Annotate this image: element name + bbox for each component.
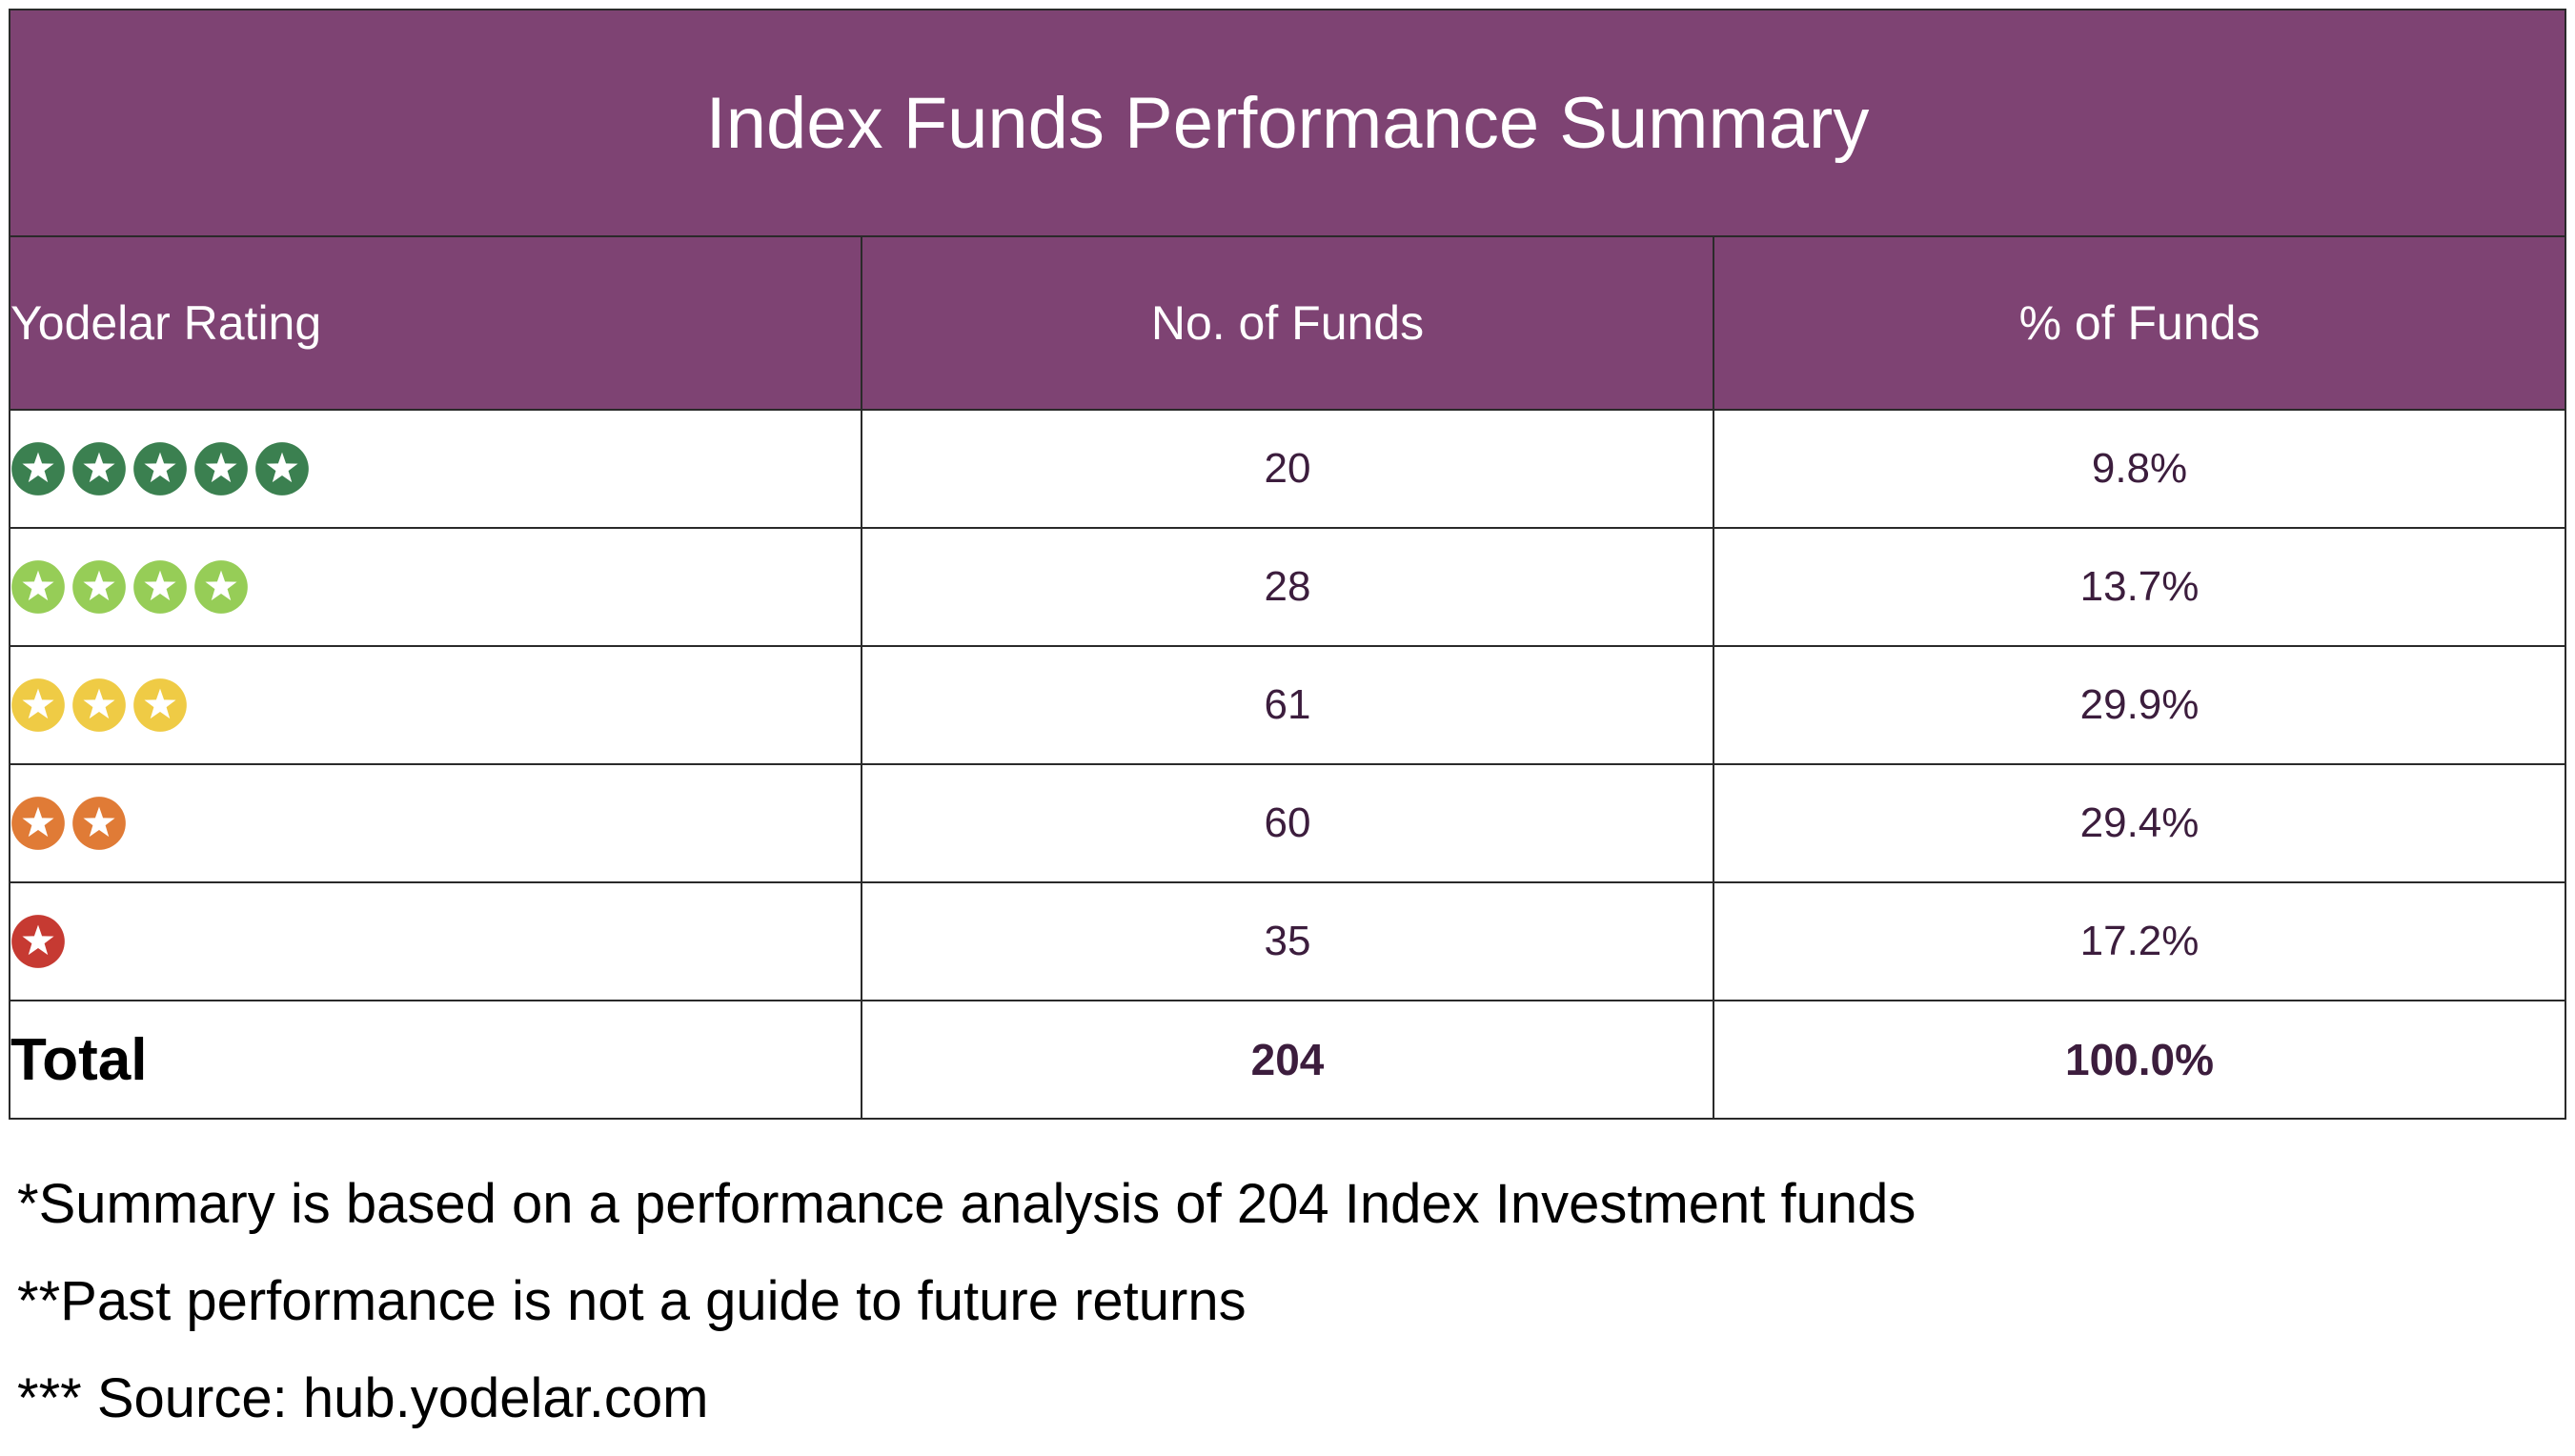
star-badge-icon	[72, 678, 126, 732]
star-badge-icon	[11, 797, 65, 850]
star-rating	[10, 796, 861, 851]
table-body: 20 9.8% 28 13.7% 61 29.9% 60 29.4% 35 17.2% Total…	[9, 409, 2567, 1120]
fund-percent: 17.2%	[1712, 881, 2567, 1001]
fund-count: 20	[861, 409, 1714, 529]
star-badge-icon	[194, 560, 248, 614]
total-label: Total	[9, 1000, 862, 1120]
star-rating	[10, 559, 861, 615]
star-badge-icon	[133, 560, 187, 614]
star-badge-icon	[133, 442, 187, 495]
table-row: 20 9.8%	[9, 409, 2567, 529]
star-badge-icon	[11, 915, 65, 968]
star-badge-icon	[133, 678, 187, 732]
footnote: *Summary is based on a performance analy…	[17, 1173, 1916, 1235]
fund-count: 60	[861, 763, 1714, 883]
star-badge-icon	[11, 560, 65, 614]
table-row: 61 29.9%	[9, 645, 2567, 765]
table-title: Index Funds Performance Summary	[8, 9, 2567, 237]
star-badge-icon	[72, 442, 126, 495]
total-row: Total 204 100.0%	[9, 1000, 2567, 1120]
rating-cell	[9, 645, 862, 765]
total-percent: 100.0%	[1712, 1000, 2567, 1120]
star-badge-icon	[194, 442, 248, 495]
footnotes: *Summary is based on a performance analy…	[17, 1164, 1916, 1456]
rating-cell	[9, 763, 862, 883]
table-row: 35 17.2%	[9, 881, 2567, 1001]
star-rating	[10, 677, 861, 733]
star-badge-icon	[11, 678, 65, 732]
fund-count: 28	[861, 527, 1714, 647]
table-row: 60 29.4%	[9, 763, 2567, 883]
table-row: 28 13.7%	[9, 527, 2567, 647]
star-badge-icon	[72, 797, 126, 850]
title-row: Index Funds Performance Summary	[8, 9, 2567, 237]
star-badge-icon	[72, 560, 126, 614]
header-row: Yodelar Rating No. of Funds % of Funds	[9, 235, 2567, 411]
rating-cell	[9, 527, 862, 647]
footnote: **Past performance is not a guide to fut…	[17, 1270, 1247, 1332]
fund-percent: 29.9%	[1712, 645, 2567, 765]
column-header-rating: Yodelar Rating	[9, 235, 862, 411]
fund-count: 35	[861, 881, 1714, 1001]
column-header-count: No. of Funds	[861, 235, 1714, 411]
star-badge-icon	[255, 442, 309, 495]
star-rating	[10, 914, 861, 969]
rating-cell	[9, 881, 862, 1001]
fund-percent: 13.7%	[1712, 527, 2567, 647]
total-count: 204	[861, 1000, 1714, 1120]
fund-count: 61	[861, 645, 1714, 765]
footnote: *** Source: hub.yodelar.com	[17, 1367, 709, 1429]
column-header-percent: % of Funds	[1712, 235, 2567, 411]
star-badge-icon	[11, 442, 65, 495]
performance-summary-table: Index Funds Performance Summary Yodelar …	[8, 9, 2567, 1120]
rating-cell	[9, 409, 862, 529]
star-rating	[10, 441, 861, 496]
fund-percent: 9.8%	[1712, 409, 2567, 529]
fund-percent: 29.4%	[1712, 763, 2567, 883]
